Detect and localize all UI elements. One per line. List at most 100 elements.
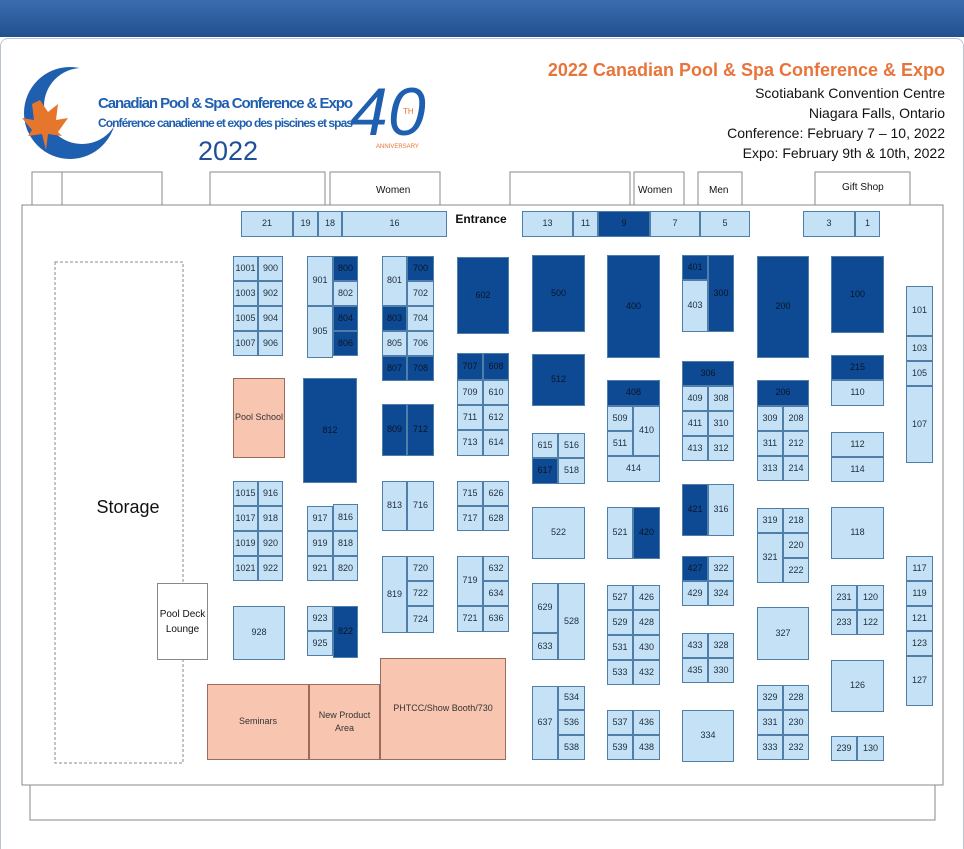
- booth: 820: [333, 556, 358, 581]
- booth: 410: [633, 406, 660, 456]
- booth: 18: [318, 211, 342, 237]
- booth: 222: [783, 558, 809, 583]
- booth: 19: [293, 211, 318, 237]
- booth: 436: [633, 710, 660, 735]
- booth: 537: [607, 710, 633, 735]
- booth: 232: [783, 735, 809, 760]
- booth: 629: [532, 583, 558, 633]
- booth: 720: [407, 556, 434, 581]
- wall-block: [31, 171, 63, 206]
- booth: 414: [607, 456, 660, 482]
- booth: 536: [558, 710, 585, 735]
- booth: 9: [598, 211, 650, 237]
- booth: 206: [757, 380, 809, 406]
- booth: 435: [682, 658, 708, 683]
- booth: 812: [303, 378, 357, 483]
- booth: 3: [803, 211, 855, 237]
- booth: 408: [607, 380, 660, 406]
- booth: 432: [633, 660, 660, 685]
- booth: 901: [307, 256, 333, 306]
- booth: 921: [307, 556, 333, 581]
- booth: 403: [682, 280, 708, 332]
- room-label: Men: [709, 185, 728, 196]
- booth: 615: [532, 433, 558, 458]
- walls: [21, 171, 944, 821]
- booth: 228: [783, 685, 809, 710]
- booth: 319: [757, 508, 783, 533]
- booth: 321: [757, 533, 783, 583]
- booth: 918: [258, 506, 283, 531]
- booth: 917: [307, 506, 333, 531]
- booth: 628: [483, 506, 509, 531]
- booth: 509: [607, 406, 633, 431]
- booth: 533: [607, 660, 633, 685]
- booth: 1017: [233, 506, 258, 531]
- booth: 715: [457, 481, 483, 506]
- booth: 112: [831, 432, 884, 457]
- room-label: Gift Shop: [842, 182, 884, 193]
- booth: 433: [682, 633, 708, 658]
- booth: 531: [607, 635, 633, 660]
- venue-line: Scotiabank Convention Centre: [755, 85, 945, 101]
- booth: 119: [906, 581, 933, 606]
- booth: 117: [906, 556, 933, 581]
- room: Pool School: [233, 378, 285, 458]
- gift-shop: [814, 171, 911, 206]
- booth: 426: [633, 585, 660, 610]
- booth: 103: [906, 336, 933, 361]
- booth: 329: [757, 685, 783, 710]
- booth: 212: [783, 431, 809, 456]
- booth: 200: [757, 256, 809, 358]
- booth: 900: [258, 256, 283, 281]
- booth: 920: [258, 531, 283, 556]
- booth: 626: [483, 481, 509, 506]
- booth: 330: [708, 658, 734, 683]
- booth: 214: [783, 456, 809, 481]
- booth: 7: [650, 211, 700, 237]
- booth: 306: [682, 361, 734, 386]
- booth: 1005: [233, 306, 258, 331]
- booth: 713: [457, 430, 483, 456]
- room: New Product Area: [309, 684, 380, 760]
- booth: 813: [382, 481, 407, 531]
- booth: 721: [457, 606, 483, 632]
- booth: 400: [607, 255, 660, 358]
- booth: 608: [483, 353, 509, 380]
- room-label: Women: [638, 185, 672, 196]
- booth: 922: [258, 556, 283, 581]
- booth: 925: [307, 631, 333, 656]
- booth: 110: [831, 380, 884, 406]
- booth: 529: [607, 610, 633, 635]
- booth: 822: [333, 606, 358, 658]
- booth: 401: [682, 255, 708, 280]
- booth: 233: [831, 610, 857, 635]
- booth: 122: [857, 610, 884, 635]
- booth: 521: [607, 507, 633, 559]
- booth: 818: [333, 531, 358, 556]
- booth: 312: [708, 436, 734, 461]
- booth: 420: [633, 507, 660, 559]
- date-line: Expo: February 9th & 10th, 2022: [742, 145, 945, 161]
- booth: 322: [708, 556, 734, 581]
- booth: 702: [407, 281, 434, 306]
- booth: 107: [906, 386, 933, 463]
- booth: 712: [407, 404, 434, 456]
- booth: 632: [483, 556, 509, 581]
- booth: 802: [333, 281, 358, 306]
- booth: 707: [457, 353, 483, 380]
- wall-block: [509, 171, 631, 206]
- booth: 807: [382, 356, 407, 381]
- booth: 602: [457, 257, 509, 334]
- booth: 5: [700, 211, 750, 237]
- booth: 716: [407, 481, 434, 531]
- booth: 610: [483, 380, 509, 405]
- booth: 130: [857, 736, 884, 761]
- booth: 327: [757, 607, 809, 660]
- booth: 700: [407, 256, 434, 281]
- booth: 333: [757, 735, 783, 760]
- booth: 310: [708, 411, 734, 436]
- booth: 334: [682, 710, 734, 762]
- booth: 614: [483, 430, 509, 456]
- booth: 101: [906, 286, 933, 336]
